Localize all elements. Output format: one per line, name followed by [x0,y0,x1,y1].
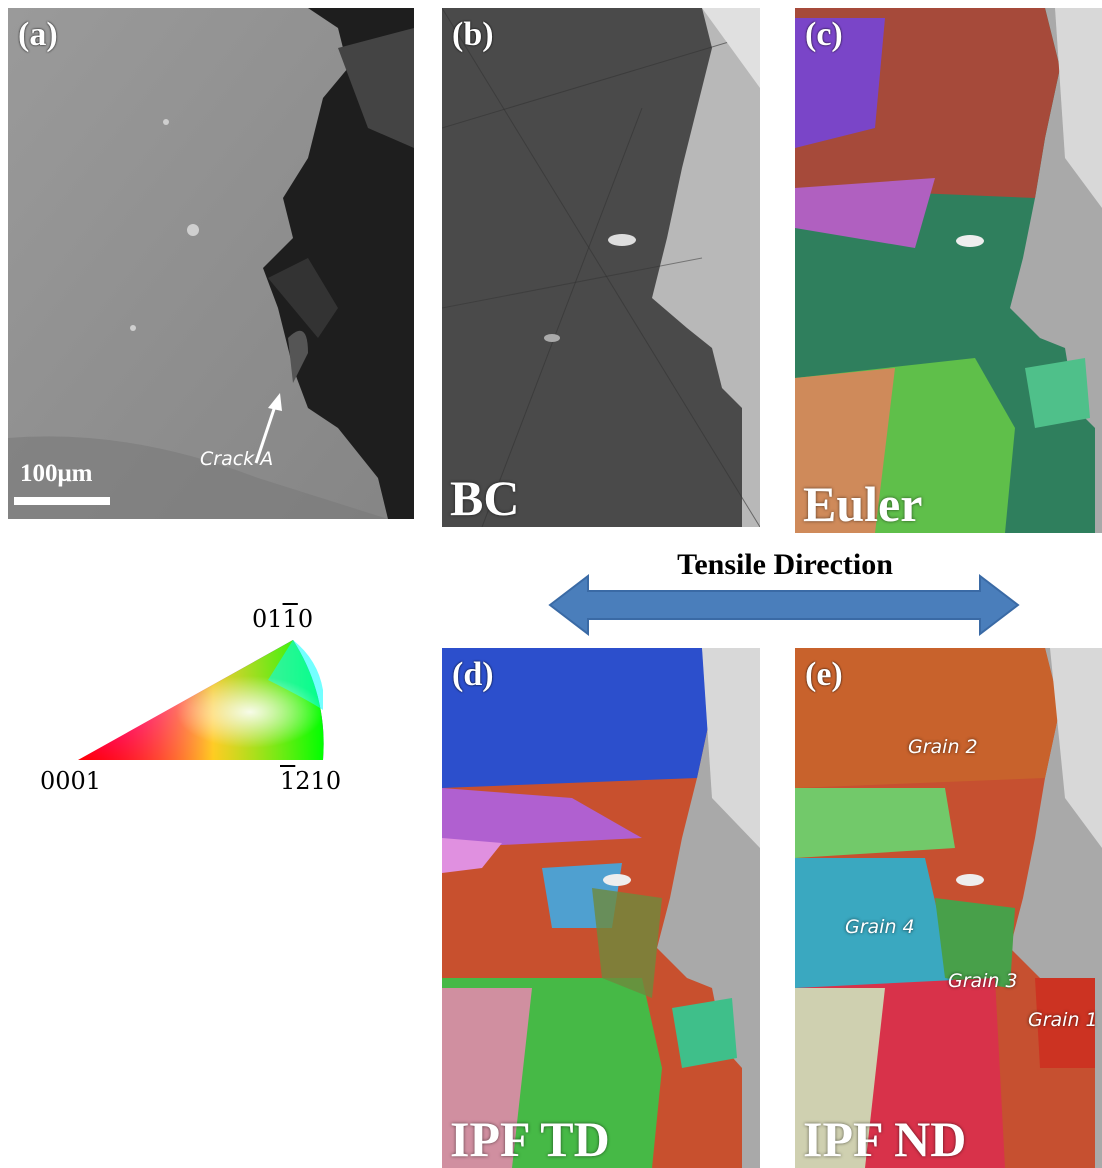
miller-part: 01 [252,605,283,633]
scale-bar [14,497,110,505]
panel-b-bc-map: (b) BC [442,8,760,527]
ipf-corner-basal: 0001 [40,767,102,795]
miller-overbar-part: 1 [282,605,298,633]
tensile-direction-arrow [548,573,1020,637]
panel-d-map-type: IPF TD [450,1111,610,1167]
panel-c-euler-map: (c) Euler [795,8,1102,533]
panel-a-label: (a) [18,16,58,53]
panel-b-label: (b) [452,16,494,53]
miller-part: 0 [297,605,314,633]
crack-a-annotation: Crack A [200,448,274,470]
ipf-color-key: 0110 0001 1210 [40,595,370,805]
miller-part: 210 [295,767,342,795]
ipf-corner-right: 1210 [280,767,341,795]
miller-overbar-part: 1 [280,767,296,795]
panel-b-map-type: BC [450,470,520,526]
double-arrow-shape [548,573,1020,637]
euler-orientation-map [795,8,1102,533]
panel-c-label: (c) [805,16,843,53]
tensile-direction-label: Tensile Direction [677,548,893,581]
panel-d-ipf-td-map: (d) IPF TD [442,648,760,1168]
ipf-nd-orientation-map [795,648,1102,1168]
sem-micrograph [8,8,414,519]
panel-c-map-type: Euler [803,476,923,532]
ipf-key-triangle [78,640,324,760]
panel-e-map-type: IPF ND [803,1111,967,1167]
panel-a-sem-image: (a) Crack A 100μm [8,8,414,519]
band-contrast-map [442,8,760,527]
grain-3-label: Grain 3 [948,970,1018,992]
scale-bar-label: 100μm [20,460,93,487]
panel-e-ipf-nd-map: (e) Grain 2 Grain 4 Grain 3 Grain 1 IPF … [795,648,1102,1168]
ipf-td-orientation-map [442,648,760,1168]
grain-1-label: Grain 1 [1028,1009,1098,1031]
ipf-corner-top: 0110 [252,605,313,633]
grain-2-label: Grain 2 [908,736,978,758]
grain-4-label: Grain 4 [845,916,915,938]
panel-d-label: (d) [452,656,494,693]
panel-e-label: (e) [805,656,843,693]
